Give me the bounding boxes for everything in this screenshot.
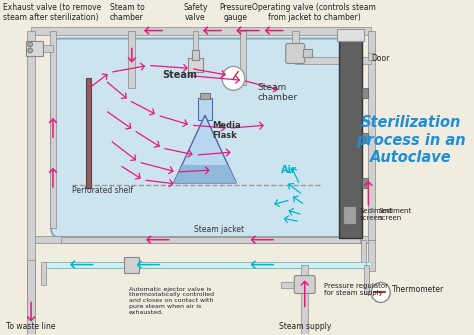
Bar: [364, 265, 369, 294]
Polygon shape: [173, 115, 237, 183]
Bar: [281, 281, 296, 287]
Text: Operating valve (controls steam
from jacket to chamber): Operating valve (controls steam from jac…: [252, 3, 376, 22]
Bar: [188, 58, 203, 72]
Text: Steam jacket: Steam jacket: [194, 225, 244, 234]
FancyBboxPatch shape: [286, 44, 305, 63]
Text: Media
Flask: Media Flask: [212, 121, 241, 140]
Bar: [343, 206, 356, 224]
Circle shape: [371, 282, 390, 303]
Text: Steam
chamber: Steam chamber: [257, 83, 297, 102]
Text: Steam to
chamber: Steam to chamber: [109, 3, 145, 22]
Bar: [292, 30, 299, 60]
Bar: [50, 262, 371, 268]
Bar: [31, 236, 371, 243]
Bar: [192, 30, 198, 68]
Bar: [198, 98, 211, 120]
Bar: [339, 37, 362, 238]
Text: To waste line: To waste line: [6, 322, 56, 331]
Text: Sediment
screen: Sediment screen: [360, 208, 393, 221]
Bar: [27, 260, 35, 334]
Bar: [337, 28, 364, 41]
Text: Air: Air: [281, 165, 297, 175]
Bar: [191, 51, 199, 60]
Bar: [128, 30, 135, 88]
Circle shape: [28, 42, 33, 47]
Text: Safety
valve: Safety valve: [183, 3, 208, 22]
Text: Steam: Steam: [162, 70, 197, 80]
Bar: [31, 26, 371, 35]
Text: Pressure
gauge: Pressure gauge: [219, 3, 252, 22]
Text: Pressure regulator
for steam supply: Pressure regulator for steam supply: [324, 283, 388, 296]
Bar: [61, 237, 360, 243]
Bar: [240, 30, 246, 85]
Circle shape: [222, 66, 245, 90]
Bar: [362, 178, 368, 188]
Text: Automatic ejector valve is
thermostatically controlled
and closes on contact wit: Automatic ejector valve is thermostatica…: [129, 286, 214, 315]
Bar: [41, 262, 46, 284]
Bar: [361, 240, 366, 268]
Bar: [124, 257, 139, 273]
Text: Thermometer: Thermometer: [392, 285, 445, 294]
Bar: [27, 41, 44, 57]
Text: Door: Door: [371, 54, 390, 63]
Bar: [301, 265, 308, 334]
FancyBboxPatch shape: [294, 276, 315, 293]
Bar: [46, 262, 366, 268]
Text: Sediment
screen: Sediment screen: [379, 208, 412, 221]
Bar: [200, 93, 210, 99]
Bar: [362, 88, 368, 98]
Bar: [31, 45, 53, 52]
Text: Exhaust valve (to remove
steam after sterilization): Exhaust valve (to remove steam after ste…: [2, 3, 101, 22]
Bar: [368, 54, 374, 60]
Bar: [368, 30, 374, 240]
Bar: [295, 57, 371, 64]
Bar: [362, 133, 368, 143]
Text: Perforated shelf: Perforated shelf: [72, 186, 133, 195]
Text: Sterilization
process in an
Autoclave: Sterilization process in an Autoclave: [356, 115, 466, 165]
Bar: [50, 30, 56, 228]
Circle shape: [28, 48, 33, 53]
FancyBboxPatch shape: [51, 39, 350, 238]
Polygon shape: [173, 165, 237, 183]
Bar: [86, 78, 91, 188]
Bar: [303, 50, 312, 58]
Text: Steam supply: Steam supply: [279, 322, 331, 331]
Bar: [368, 240, 374, 271]
Bar: [27, 30, 35, 334]
